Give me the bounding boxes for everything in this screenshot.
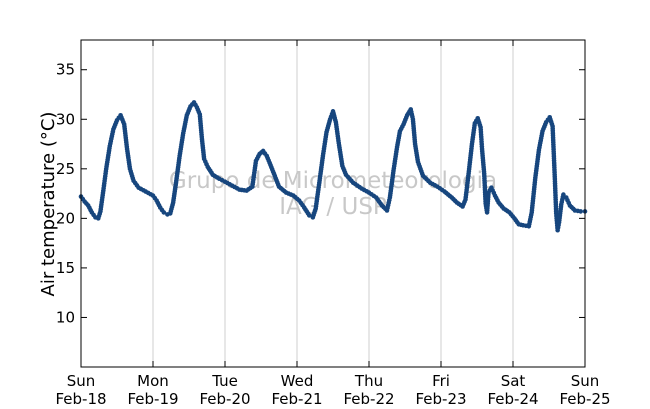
x-tick-day-label: Sun xyxy=(67,372,96,390)
x-tick-date-label: Feb-18 xyxy=(55,390,106,408)
data-point xyxy=(306,213,312,218)
y-axis-title: Air temperature (°C) xyxy=(38,112,59,297)
y-tick-label: 10 xyxy=(56,308,75,326)
x-tick-date-label: Feb-23 xyxy=(415,390,466,408)
x-tick-day-label: Sat xyxy=(501,372,526,390)
x-tick-day-label: Wed xyxy=(281,372,314,390)
x-tick-day-label: Thu xyxy=(354,372,383,390)
y-tick-label: 35 xyxy=(56,61,75,79)
data-point xyxy=(578,209,583,214)
x-tick-day-label: Mon xyxy=(137,372,169,390)
y-tick-label: 25 xyxy=(56,160,75,178)
vertical-gridlines xyxy=(152,40,514,367)
x-axis-ticks: SunFeb-18MonFeb-19TueFeb-20WedFeb-21ThuF… xyxy=(55,40,611,408)
x-tick-day-label: Tue xyxy=(211,372,238,390)
x-tick-day-label: Fri xyxy=(432,372,450,390)
y-tick-label: 15 xyxy=(56,259,75,277)
data-points xyxy=(78,100,588,233)
x-tick-date-label: Feb-21 xyxy=(271,390,322,408)
y-tick-label: 30 xyxy=(56,110,75,128)
data-point xyxy=(161,210,167,215)
x-tick-date-label: Feb-24 xyxy=(487,390,538,408)
x-tick-date-label: Feb-25 xyxy=(559,390,610,408)
y-tick-label: 20 xyxy=(56,209,75,227)
x-tick-date-label: Feb-22 xyxy=(343,390,394,408)
x-tick-day-label: Sun xyxy=(571,372,600,390)
x-tick-date-label: Feb-20 xyxy=(199,390,250,408)
plot-frame xyxy=(80,39,586,368)
y-axis-ticks: 10 15 20 25 30 35 xyxy=(56,61,585,326)
watermark-line-1: Grupo de Micrometeorologia xyxy=(169,168,497,194)
x-tick-date-label: Feb-19 xyxy=(127,390,178,408)
data-point xyxy=(561,192,566,197)
